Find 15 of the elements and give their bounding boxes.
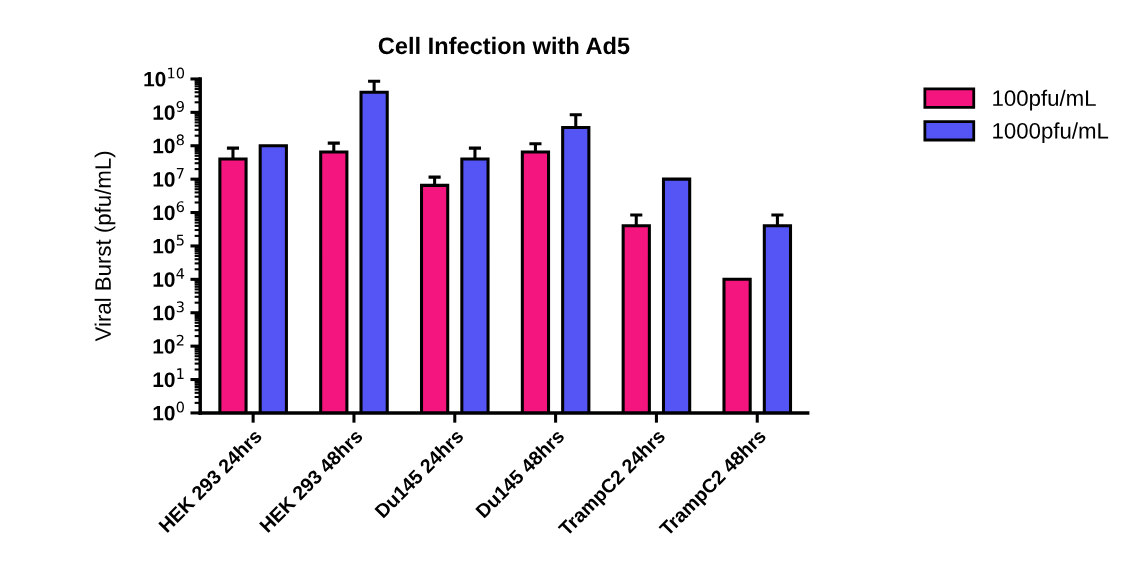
y-tick-label: 10$^{10}$: [144, 67, 185, 87]
legend-label: 100pfu/mL: [993, 89, 1096, 111]
y-tick-label: 10$^{1}$: [153, 368, 184, 388]
y-tick-label: 10$^{9}$: [153, 100, 184, 120]
y-tick-label: 10$^{5}$: [153, 234, 184, 254]
legend-label: 1000pfu/mL: [993, 122, 1109, 144]
chart-title: Cell Infection with Ad5: [378, 36, 630, 55]
y-tick-label: 10$^{7}$: [153, 167, 184, 187]
y-tick-label: 10$^{4}$: [153, 268, 185, 287]
y-tick-label: 10$^{2}$: [153, 334, 184, 354]
y-tick-label: 10$^{8}$: [153, 134, 184, 154]
y-axis-title: Viral Burst (pfu/mL): [94, 151, 116, 342]
y-tick-label: 10$^{6}$: [153, 201, 185, 221]
y-tick-label: 10$^{0}$: [153, 401, 184, 421]
y-tick-label: 10$^{3}$: [153, 301, 184, 321]
